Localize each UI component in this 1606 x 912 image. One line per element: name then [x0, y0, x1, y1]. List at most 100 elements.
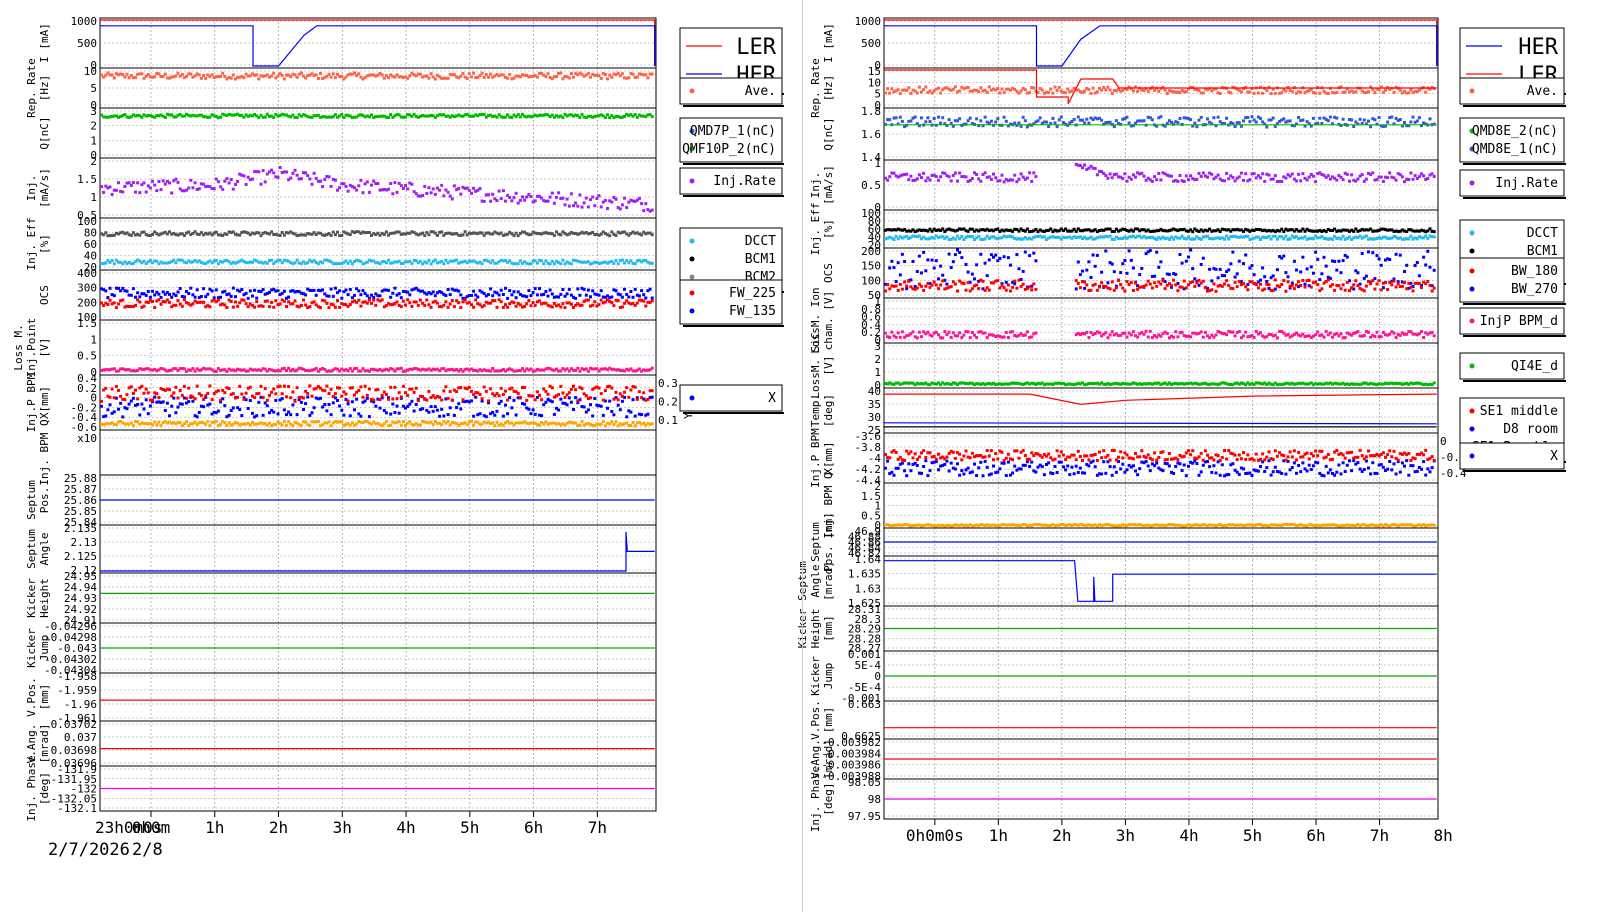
data-point: [962, 282, 966, 285]
data-point: [110, 421, 114, 425]
data-point: [973, 229, 976, 233]
data-point: [1081, 90, 1084, 94]
data-point: [937, 236, 940, 240]
data-point: [140, 230, 144, 234]
panel-frame: [99, 157, 657, 219]
data-point: [108, 422, 112, 426]
data-point: [452, 388, 456, 392]
data-point: [344, 231, 348, 235]
data-point: [1377, 88, 1381, 92]
data-point: [928, 282, 932, 285]
data-point: [1208, 120, 1212, 124]
data-point: [561, 258, 565, 262]
data-point: [1174, 178, 1178, 182]
data-point: [465, 295, 469, 299]
data-point: [1083, 280, 1087, 284]
data-point: [114, 396, 118, 400]
data-point: [1170, 174, 1173, 178]
data-point: [112, 262, 116, 266]
data-point: [574, 113, 578, 117]
data-point: [635, 368, 639, 372]
data-point: [1098, 229, 1101, 232]
data-point: [321, 423, 325, 427]
data-point: [157, 292, 161, 296]
data-point: [884, 282, 887, 286]
data-point: [274, 76, 278, 80]
data-point: [463, 75, 467, 79]
data-point: [293, 420, 297, 424]
data-point: [295, 173, 299, 177]
data-point: [1159, 260, 1163, 264]
data-point: [312, 368, 316, 372]
data-point: [280, 171, 284, 174]
data-point: [127, 402, 131, 406]
data-point: [546, 397, 550, 401]
data-point: [1009, 228, 1012, 232]
data-point: [1275, 229, 1279, 233]
data-point: [310, 115, 314, 119]
data-point: [219, 185, 223, 189]
data-point: [960, 256, 964, 260]
data-point: [340, 262, 344, 265]
data-point: [478, 74, 482, 77]
data-point: [1373, 91, 1377, 94]
data-point: [497, 293, 501, 297]
data-point: [979, 119, 983, 123]
data-point: [238, 408, 242, 411]
data-point: [576, 424, 580, 428]
data-point: [336, 386, 339, 390]
data-point: [178, 232, 182, 236]
data-point: [119, 115, 123, 118]
data-point: [121, 367, 125, 371]
data-point: [1187, 229, 1190, 233]
data-point: [174, 385, 178, 389]
data-point: [1112, 230, 1116, 233]
data-point: [242, 293, 246, 297]
data-point: [180, 232, 184, 236]
data-point: [1072, 235, 1076, 239]
data-point: [350, 400, 354, 404]
data-point: [476, 76, 480, 79]
data-point: [1055, 125, 1059, 129]
data-point: [427, 421, 431, 425]
x-tick-label: 1h: [205, 818, 224, 837]
data-point: [168, 181, 171, 185]
data-point: [102, 190, 106, 194]
data-point: [397, 411, 401, 415]
y-axis-label: Inj. BPM Q: [38, 419, 51, 485]
data-point: [404, 290, 407, 294]
data-point: [361, 230, 365, 234]
data-point: [289, 369, 293, 373]
data-point: [357, 113, 361, 117]
data-point: [504, 233, 507, 237]
data-point: [610, 200, 614, 204]
data-point: [1085, 117, 1089, 121]
data-point: [380, 369, 384, 373]
data-point: [429, 368, 433, 372]
data-point: [338, 262, 342, 266]
data-point: [595, 73, 599, 77]
data-point: [1269, 92, 1273, 96]
data-point: [909, 174, 913, 178]
data-point: [182, 384, 186, 388]
data-point: [427, 258, 431, 262]
data-point: [561, 422, 565, 426]
data-point: [276, 233, 280, 237]
data-point: [448, 368, 452, 372]
data-point: [508, 421, 512, 425]
data-point: [1231, 176, 1235, 180]
data-point: [370, 183, 373, 187]
y-tick-label: -131.95: [51, 773, 97, 786]
data-point: [104, 368, 108, 372]
data-point: [231, 406, 235, 410]
data-point: [907, 279, 911, 283]
data-point: [253, 305, 257, 309]
data-point: [244, 391, 248, 395]
data-point: [204, 305, 208, 309]
data-point: [168, 113, 171, 117]
data-point: [1426, 229, 1430, 233]
data-point: [612, 288, 616, 292]
data-point: [170, 75, 174, 79]
data-point: [1187, 87, 1190, 91]
data-point: [1009, 235, 1012, 238]
